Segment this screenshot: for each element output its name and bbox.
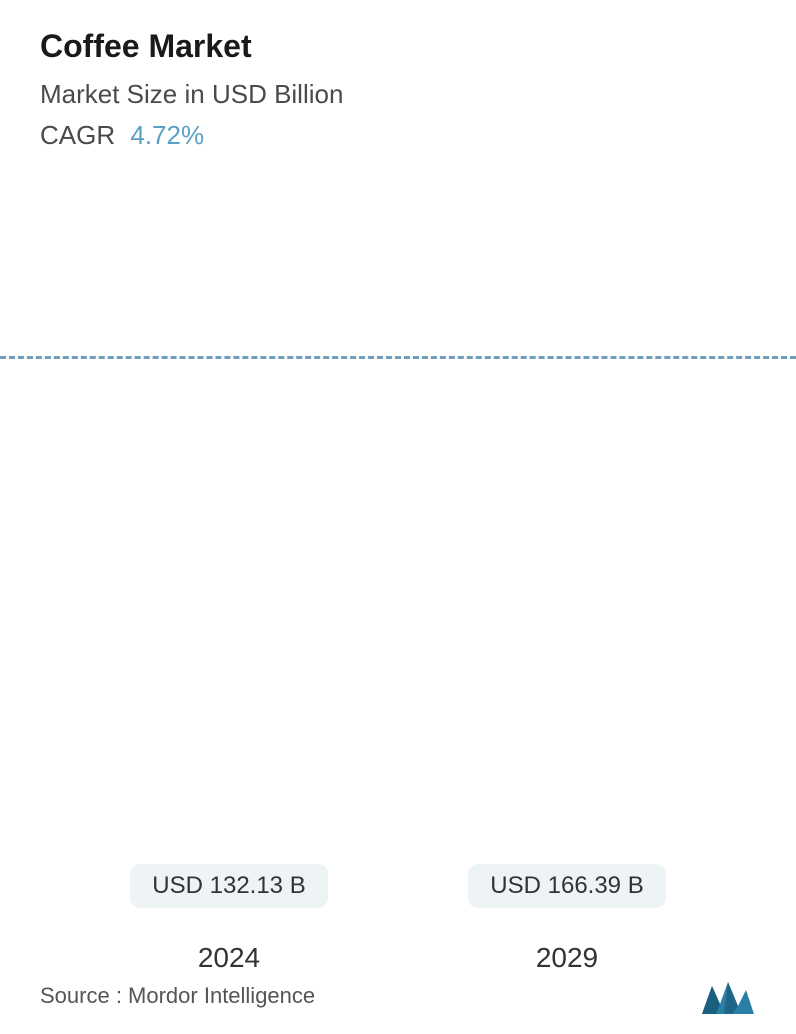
value-badge: USD 166.39 B — [468, 864, 665, 908]
x-axis-labels: 2024 2029 — [60, 942, 736, 974]
bar-wrap: USD 132.13 B — [94, 864, 364, 914]
bars-row: USD 132.13 B USD 166.39 B — [60, 200, 736, 914]
source-text: Source : Mordor Intelligence — [40, 983, 315, 1009]
chart-subtitle: Market Size in USD Billion — [40, 79, 756, 110]
reference-dashed-line — [0, 356, 796, 359]
chart-title: Coffee Market — [40, 28, 756, 65]
x-axis-label: 2024 — [94, 942, 364, 974]
mordor-logo-icon — [700, 976, 756, 1016]
chart-inner: USD 132.13 B USD 166.39 B — [60, 200, 736, 914]
chart-header: Coffee Market Market Size in USD Billion… — [0, 0, 796, 151]
cagr-value: 4.72% — [130, 120, 204, 150]
value-badge: USD 132.13 B — [130, 864, 327, 908]
cagr-label: CAGR — [40, 120, 115, 150]
chart-area: USD 132.13 B USD 166.39 B — [0, 200, 796, 914]
x-axis-label: 2029 — [432, 942, 702, 974]
chart-footer: Source : Mordor Intelligence — [40, 976, 756, 1016]
cagr-row: CAGR 4.72% — [40, 120, 756, 151]
bar-wrap: USD 166.39 B — [432, 864, 702, 914]
